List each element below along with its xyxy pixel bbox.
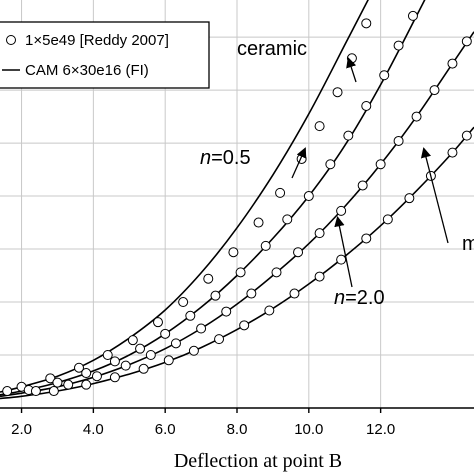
series-2-point-2	[91, 371, 102, 382]
series-1-point-10	[282, 214, 293, 225]
series-2-point-7	[221, 306, 232, 317]
annotation-arrow-1	[291, 147, 307, 179]
series-2-point-1	[63, 379, 74, 390]
series-1-point-7	[210, 290, 221, 301]
series-1-point-8	[235, 267, 246, 278]
annotation-label-1: n=0.5	[200, 147, 251, 169]
series-2-point-3	[120, 360, 131, 371]
series-2-point-4	[145, 350, 156, 361]
series-1-point-1	[52, 377, 63, 388]
annotation-text-1: =0.5	[211, 147, 250, 169]
series-0-point-13	[314, 121, 325, 132]
series-3-point-7	[239, 320, 250, 331]
points-layer	[2, 10, 472, 397]
series-3-point-17	[461, 130, 472, 141]
annotation-arrow-0	[346, 57, 357, 83]
series-1-point-11	[303, 191, 314, 202]
annotation-text-0: ceramic	[237, 38, 307, 60]
series-2-point-12	[336, 205, 347, 216]
series-0-point-14	[332, 87, 343, 98]
series-0-point-2	[45, 373, 56, 384]
annotation-text-3: m	[462, 233, 474, 255]
series-1-point-5	[160, 328, 171, 339]
series-1-point-17	[407, 10, 418, 21]
x-ticks: 2.0 4.0 6.0 8.0 10.0 12.0	[11, 408, 395, 438]
series-2-point-10	[293, 247, 304, 258]
x-tick-label-2: 6.0	[155, 421, 176, 438]
series-3-point-13	[382, 214, 393, 225]
series-0-point-5	[127, 335, 138, 346]
series-3-point-4	[163, 355, 174, 366]
series-1-point-14	[361, 100, 372, 111]
series-1-point-6	[185, 310, 196, 321]
series-3-point-12	[361, 233, 372, 244]
series-1-point-3	[109, 356, 120, 367]
series-3-point-11	[336, 254, 347, 265]
series-3-point-8	[264, 305, 275, 316]
series-0-point-9	[228, 247, 239, 258]
series-3-point-5	[188, 345, 199, 356]
series-0-point-10	[253, 217, 264, 228]
legend-box	[0, 21, 210, 89]
annotation-arrow-2	[334, 215, 353, 288]
series-0-point-7	[178, 297, 189, 308]
annotation-italic-2: n	[334, 287, 345, 309]
series-1-point-2	[81, 368, 92, 379]
series-2-point-5	[170, 338, 181, 349]
series-0-point-4	[102, 350, 113, 361]
annotation-arrow-3	[420, 147, 449, 244]
series-0-line	[0, 0, 369, 393]
series-2-point-19	[461, 36, 472, 47]
series-0-point-0	[2, 386, 13, 397]
series-1-point-15	[379, 70, 390, 81]
series-1-point-9	[260, 240, 271, 251]
series-1-point-12	[325, 159, 336, 170]
series-0-point-3	[74, 362, 84, 373]
series-3-point-16	[447, 147, 458, 158]
annotation-text-2: =2.0	[345, 287, 384, 309]
legend-marker-circle	[6, 35, 16, 45]
series-3-point-0	[48, 386, 59, 397]
series-0-point-8	[203, 273, 214, 284]
legend-label-0: 1×5e49 [Reddy 2007]	[25, 32, 169, 49]
series-2-point-15	[393, 135, 404, 146]
series-2-point-17	[429, 85, 440, 96]
series-1-point-13	[343, 130, 354, 141]
x-tick-label-4: 10.0	[294, 421, 323, 438]
x-tick-label-0: 2.0	[11, 421, 32, 438]
series-2-point-13	[357, 180, 368, 191]
series-3-point-9	[289, 288, 300, 299]
series-2-point-18	[447, 58, 458, 69]
series-2-point-14	[375, 159, 386, 170]
x-tick-label-3: 8.0	[227, 421, 248, 438]
series-0-point-11	[275, 187, 286, 198]
x-axis-label: Deflection at point B	[174, 450, 342, 472]
series-2-point-0	[30, 386, 41, 397]
legend: 1×5e49 [Reddy 2007] CAM 6×30e16 (FI)	[0, 21, 210, 89]
series-3-point-14	[404, 193, 415, 204]
x-tick-label-5: 12.0	[366, 421, 395, 438]
series-2-point-8	[246, 288, 257, 299]
series-2-point-6	[196, 323, 207, 334]
series-0-point-6	[153, 317, 163, 328]
series-3-point-1	[81, 379, 92, 390]
series-3-point-2	[109, 372, 120, 383]
series-3-point-3	[138, 363, 149, 374]
series-0-point-16	[361, 18, 372, 29]
series-2-point-11	[314, 228, 325, 239]
legend-label-1: CAM 6×30e16 (FI)	[25, 62, 149, 79]
annotation-label-3: m	[462, 233, 474, 255]
series-3-point-6	[214, 334, 225, 345]
series-1-point-16	[393, 40, 404, 51]
x-tick-label-1: 4.0	[83, 421, 104, 438]
annotation-label-0: ceramic	[237, 38, 307, 60]
annotation-label-2: n=2.0	[334, 287, 385, 309]
series-2-point-9	[271, 267, 282, 278]
series-3-point-10	[314, 271, 325, 282]
series-1-point-4	[135, 343, 146, 354]
annotation-italic-1: n	[200, 147, 211, 169]
series-2-point-16	[411, 111, 422, 122]
